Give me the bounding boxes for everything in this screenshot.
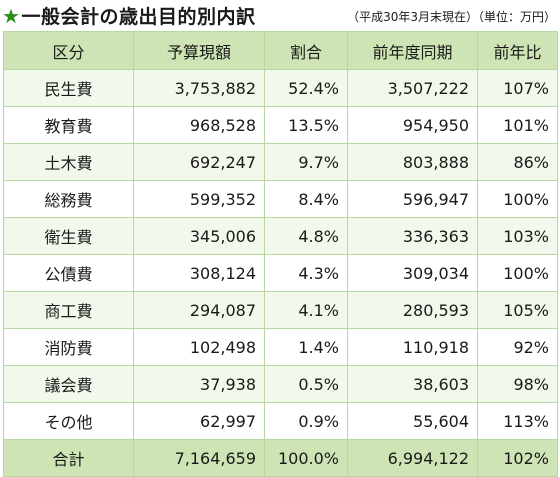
star-icon: ★ <box>2 4 21 28</box>
cell-category: 教育費 <box>3 106 134 144</box>
table-row: 教育費 968,528 13.5% 954,950 101% <box>3 106 558 144</box>
table-row: 民生費 3,753,882 52.4% 3,507,222 107% <box>3 69 558 107</box>
cell-ratio: 9.7% <box>264 143 348 181</box>
cell-prev: 596,947 <box>347 180 478 218</box>
cell-category: 衛生費 <box>3 217 134 255</box>
cell-prev: 954,950 <box>347 106 478 144</box>
title-text: 一般会計の歳出目的別内訳 <box>21 6 256 28</box>
cell-ratio: 0.5% <box>264 365 348 403</box>
cell-budget: 692,247 <box>133 143 265 181</box>
table-row: 土木費 692,247 9.7% 803,888 86% <box>3 143 558 181</box>
cell-budget: 3,753,882 <box>133 69 265 107</box>
table-header-row: 区分 予算現額 割合 前年度同期 前年比 <box>3 31 558 70</box>
column-header-ratio: 割合 <box>264 31 348 70</box>
cell-budget: 37,938 <box>133 365 265 403</box>
column-header-budget: 予算現額 <box>133 31 265 70</box>
cell-yoy: 92% <box>477 328 558 366</box>
expenditure-table: 区分 予算現額 割合 前年度同期 前年比 民生費 3,753,882 52.4% 3,… <box>3 31 558 477</box>
cell-ratio: 8.4% <box>264 180 348 218</box>
cell-budget: 599,352 <box>133 180 265 218</box>
column-header-yoy: 前年比 <box>477 31 558 70</box>
table-row: 衛生費 345,006 4.8% 336,363 103% <box>3 217 558 255</box>
cell-ratio: 52.4% <box>264 69 348 107</box>
cell-budget: 345,006 <box>133 217 265 255</box>
cell-ratio: 4.3% <box>264 254 348 292</box>
cell-category: 民生費 <box>3 69 134 107</box>
table-row: 議会費 37,938 0.5% 38,603 98% <box>3 365 558 403</box>
cell-prev: 3,507,222 <box>347 69 478 107</box>
title-bar: ★一般会計の歳出目的別内訳 （平成30年3月末現在）（単位：万円） <box>0 0 560 30</box>
cell-category: その他 <box>3 402 134 440</box>
cell-ratio: 1.4% <box>264 328 348 366</box>
cell-yoy: 107% <box>477 69 558 107</box>
table-row: 総務費 599,352 8.4% 596,947 100% <box>3 180 558 218</box>
cell-category: 土木費 <box>3 143 134 181</box>
cell-yoy: 103% <box>477 217 558 255</box>
cell-budget: 968,528 <box>133 106 265 144</box>
cell-prev: 280,593 <box>347 291 478 329</box>
column-header-prev: 前年度同期 <box>347 31 478 70</box>
cell-yoy: 101% <box>477 106 558 144</box>
cell-yoy: 86% <box>477 143 558 181</box>
page-title: ★一般会計の歳出目的別内訳 <box>2 2 255 29</box>
cell-yoy: 113% <box>477 402 558 440</box>
cell-prev: 336,363 <box>347 217 478 255</box>
cell-category: 総務費 <box>3 180 134 218</box>
cell-ratio: 0.9% <box>264 402 348 440</box>
cell-yoy: 98% <box>477 365 558 403</box>
cell-prev: 38,603 <box>347 365 478 403</box>
cell-yoy: 100% <box>477 254 558 292</box>
cell-prev: 309,034 <box>347 254 478 292</box>
column-header-category: 区分 <box>3 31 134 70</box>
table-row: 公債費 308,124 4.3% 309,034 100% <box>3 254 558 292</box>
cell-budget: 102,498 <box>133 328 265 366</box>
cell-category: 公債費 <box>3 254 134 292</box>
cell-prev: 803,888 <box>347 143 478 181</box>
cell-yoy: 105% <box>477 291 558 329</box>
cell-category: 議会費 <box>3 365 134 403</box>
cell-ratio: 13.5% <box>264 106 348 144</box>
table-row: 商工費 294,087 4.1% 280,593 105% <box>3 291 558 329</box>
cell-category: 商工費 <box>3 291 134 329</box>
cell-budget: 294,087 <box>133 291 265 329</box>
cell-yoy: 100% <box>477 180 558 218</box>
period-unit-note: （平成30年3月末現在）（単位：万円） <box>347 10 556 24</box>
cell-budget: 62,997 <box>133 402 265 440</box>
cell-ratio: 4.8% <box>264 217 348 255</box>
cell-prev: 55,604 <box>347 402 478 440</box>
cell-prev: 110,918 <box>347 328 478 366</box>
table-row: その他 62,997 0.9% 55,604 113% <box>3 402 558 440</box>
table-row: 消防費 102,498 1.4% 110,918 92% <box>3 328 558 366</box>
cell-ratio: 4.1% <box>264 291 348 329</box>
cell-category: 消防費 <box>3 328 134 366</box>
cell-budget: 308,124 <box>133 254 265 292</box>
